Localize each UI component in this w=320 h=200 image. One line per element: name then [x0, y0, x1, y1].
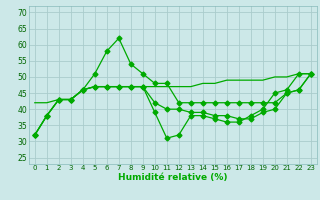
X-axis label: Humidité relative (%): Humidité relative (%): [118, 173, 228, 182]
